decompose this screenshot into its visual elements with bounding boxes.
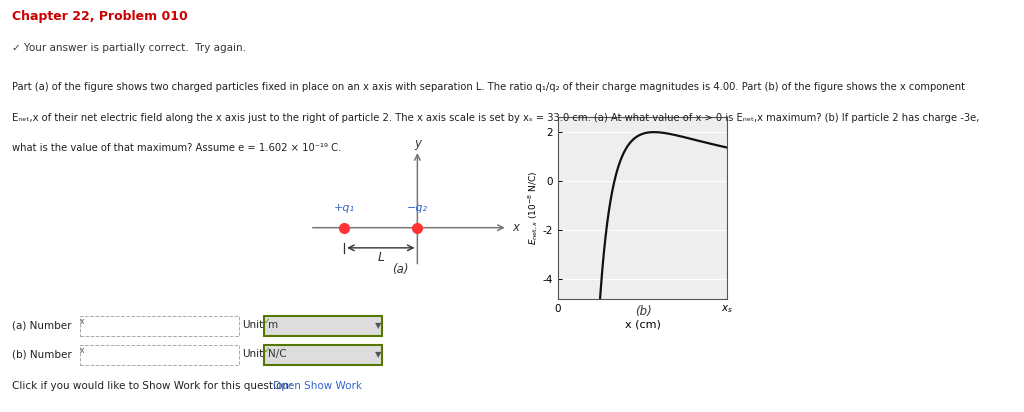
Text: Open Show Work: Open Show Work — [273, 381, 362, 391]
Text: Unit: Unit — [242, 349, 263, 359]
Text: Part (a) of the figure shows two charged particles fixed in place on an x axis w: Part (a) of the figure shows two charged… — [12, 82, 966, 92]
Text: (b) Number: (b) Number — [12, 349, 72, 359]
Text: y: y — [414, 137, 421, 150]
Text: Click if you would like to Show Work for this question:: Click if you would like to Show Work for… — [12, 381, 293, 391]
Text: x: x — [80, 346, 84, 355]
Text: x: x — [512, 221, 519, 234]
Text: m: m — [268, 321, 279, 330]
Text: ✓ Your answer is partially correct.  Try again.: ✓ Your answer is partially correct. Try … — [12, 43, 247, 53]
Text: what is the value of that maximum? Assume e = 1.602 × 10⁻¹⁹ C.: what is the value of that maximum? Assum… — [12, 143, 342, 153]
Text: L: L — [377, 251, 384, 264]
Text: ✓: ✓ — [264, 317, 270, 326]
Y-axis label: $E_{\rm net,\mathit{x}}\ (10^{-8}\ \rm N/C)$: $E_{\rm net,\mathit{x}}\ (10^{-8}\ \rm N… — [526, 171, 540, 245]
Text: (b): (b) — [635, 305, 651, 318]
Text: ▼: ▼ — [375, 321, 381, 330]
Text: Eₙₑₜ,x of their net electric field along the x axis just to the right of particl: Eₙₑₜ,x of their net electric field along… — [12, 113, 980, 123]
Text: −q₂: −q₂ — [407, 204, 428, 213]
Text: (a) Number: (a) Number — [12, 321, 72, 330]
X-axis label: x (cm): x (cm) — [625, 320, 660, 330]
Text: Chapter 22, Problem 010: Chapter 22, Problem 010 — [12, 10, 188, 23]
Text: ✓: ✓ — [264, 346, 270, 355]
Text: x: x — [80, 317, 84, 326]
Text: Unit: Unit — [242, 321, 263, 330]
Text: (a): (a) — [392, 263, 409, 276]
Text: ▼: ▼ — [375, 350, 381, 359]
Text: N/C: N/C — [268, 349, 287, 359]
Text: +q₁: +q₁ — [334, 204, 354, 213]
